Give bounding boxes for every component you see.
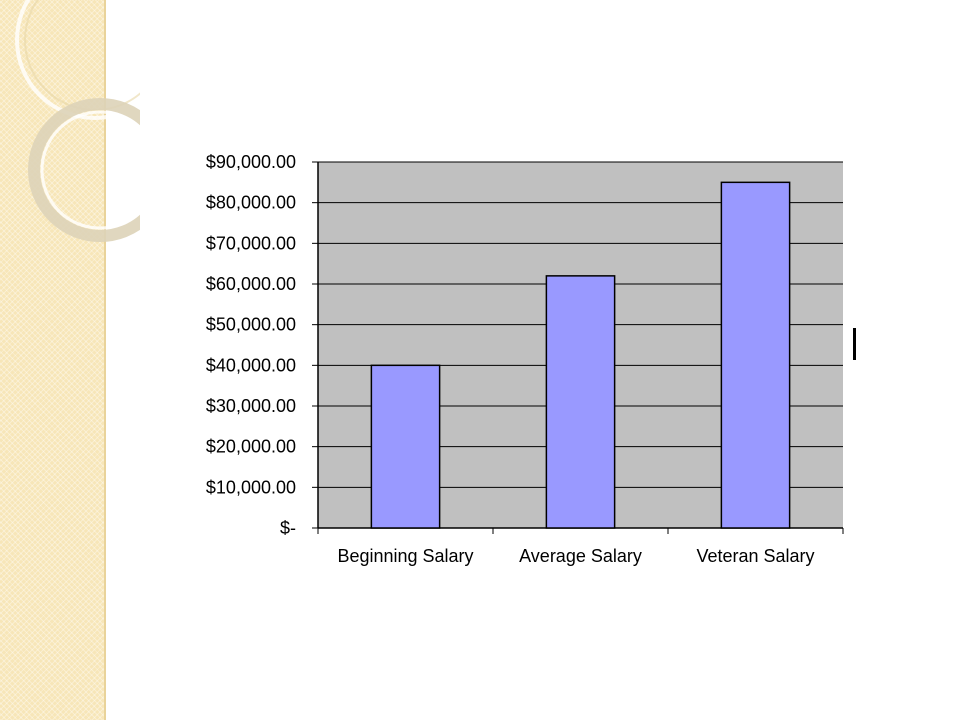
y-tick-label: $80,000.00 [206,193,296,213]
chart-canvas: $- $10,000.00 $20,000.00 $30,000.00 $40,000.… [206,152,844,566]
decorative-circles [15,0,140,242]
y-tick-label: $30,000.00 [206,396,296,416]
y-tick-label: $50,000.00 [206,315,296,335]
y-tick-label: $90,000.00 [206,152,296,172]
y-tick-label: $10,000.00 [206,477,296,497]
text-cursor-mark [853,328,856,360]
y-tick-label: $20,000.00 [206,437,296,457]
bar [545,275,616,529]
y-tick-label: $70,000.00 [206,233,296,253]
x-tick-label: Average Salary [519,546,642,566]
bar [370,364,441,529]
y-tick-label: $40,000.00 [206,355,296,375]
y-tick-label: $- [280,518,296,538]
x-tick-label: Beginning Salary [337,546,473,566]
y-tick-label: $60,000.00 [206,274,296,294]
bar [720,181,791,529]
salary-bar-chart: $- $10,000.00 $20,000.00 $30,000.00 $40,000.… [170,140,870,590]
x-tick-label: Veteran Salary [696,546,814,566]
